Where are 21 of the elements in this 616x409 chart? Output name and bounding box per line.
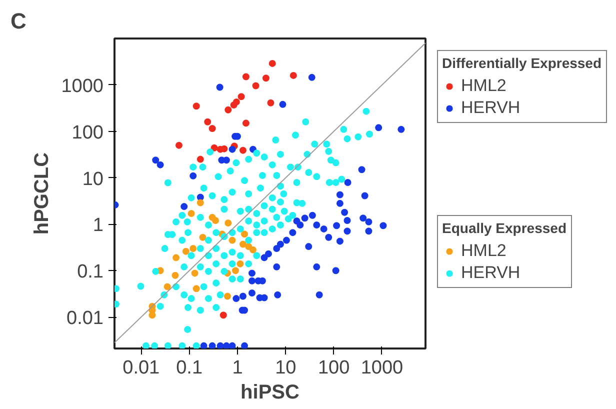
y-tick-label: 0.1: [77, 262, 104, 283]
legend-label: HERVH: [461, 263, 520, 283]
chart-title: C: [10, 8, 26, 34]
legend-label: HML2: [461, 241, 506, 261]
x-tick-label: 0.01: [122, 358, 160, 378]
x-tick-label: 1: [232, 358, 243, 378]
x-tick-label: 0.1: [176, 358, 203, 378]
x-tick-label: 100: [318, 358, 350, 378]
x-axis-title: hiPSC: [240, 382, 300, 404]
y-tick-label: 1000: [61, 76, 104, 97]
y-axis-title: hPGCLC: [31, 152, 54, 235]
legend-label: HERVH: [461, 98, 520, 118]
x-tick-label: 10: [275, 358, 296, 378]
y-tick-label: 0.01: [66, 308, 104, 330]
text: Equally Expressed: [442, 220, 567, 236]
y-tick-label: 1: [92, 215, 104, 236]
legend-label: HML2: [461, 76, 506, 96]
y-tick-label: 10: [82, 168, 104, 190]
text: Differentially Expressed: [442, 55, 602, 71]
y-tick-label: 100: [72, 122, 104, 144]
x-tick-label: 1000: [360, 358, 404, 378]
